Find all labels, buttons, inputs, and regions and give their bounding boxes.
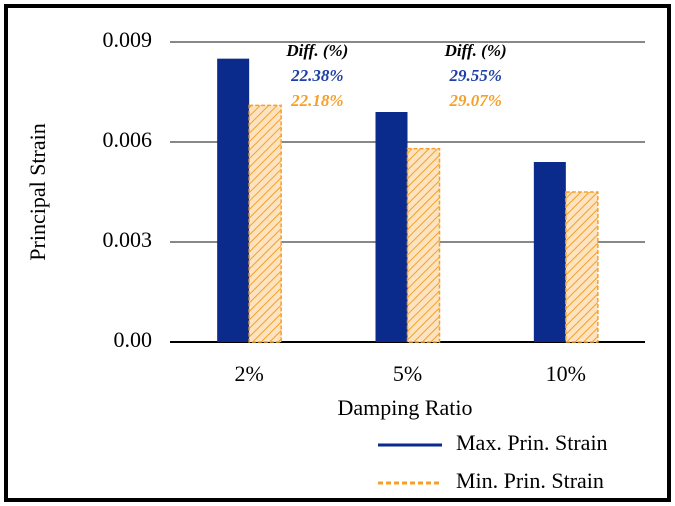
bar bbox=[248, 104, 282, 343]
y-tick-label: 0.006 bbox=[103, 127, 153, 152]
x-tick-label: 5% bbox=[393, 361, 422, 386]
x-tick-label: 10% bbox=[546, 361, 586, 386]
bar bbox=[533, 162, 566, 342]
y-tick-label: 0.009 bbox=[103, 27, 153, 52]
annotation-header: Diff. (%) bbox=[444, 41, 507, 60]
annotation-value: 22.18% bbox=[290, 91, 343, 110]
legend-label: Min. Prin. Strain bbox=[456, 468, 604, 493]
annotation-value: 29.07% bbox=[448, 91, 501, 110]
bar bbox=[565, 191, 599, 343]
legend-label: Max. Prin. Strain bbox=[456, 430, 608, 455]
y-tick-label: 0.00 bbox=[114, 327, 153, 352]
annotation-header: Diff. (%) bbox=[285, 41, 348, 60]
x-tick-label: 2% bbox=[235, 361, 264, 386]
y-axis-title: Principal Strain bbox=[25, 123, 50, 260]
x-axis-title: Damping Ratio bbox=[337, 395, 472, 420]
y-tick-label: 0.003 bbox=[103, 227, 153, 252]
bar bbox=[375, 112, 408, 342]
bar bbox=[406, 147, 441, 343]
annotation-value: 22.38% bbox=[290, 66, 343, 85]
annotation-value: 29.55% bbox=[448, 66, 501, 85]
bar bbox=[217, 58, 250, 343]
